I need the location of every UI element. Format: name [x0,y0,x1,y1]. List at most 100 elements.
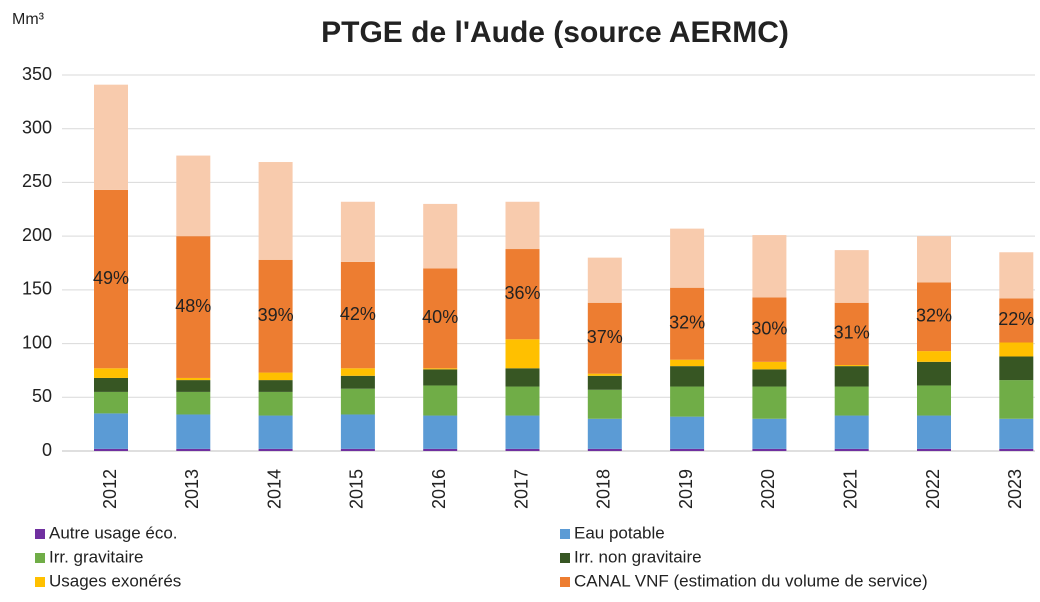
bar-segment [258,391,293,416]
y-tick-label: 200 [22,225,52,245]
percent-label: 32% [669,312,705,332]
percent-label: 37% [587,327,623,347]
legend-label: CANAL VNF (estimation du volume de servi… [574,571,928,590]
bar-segment [587,418,622,449]
bar-segment [340,375,375,389]
x-tick-label: 2018 [594,469,614,509]
bar-segment [752,386,787,419]
bar-segment [423,415,458,449]
bar-segment [670,416,705,449]
bar-segment [423,369,458,386]
bar-segment [999,356,1034,381]
bar-segment [176,414,211,449]
percent-label: 30% [751,318,787,338]
bar-segment [505,448,540,451]
bar-segment [999,252,1034,299]
bar-segment [423,448,458,451]
y-tick-label: 250 [22,171,52,191]
bar-segment [917,351,951,362]
x-tick-label: 2019 [676,469,696,509]
bar-segment [94,391,128,414]
bar-segment [423,385,458,416]
bar-segment [505,339,540,369]
y-tick-label: 300 [22,117,52,137]
bar-segment [670,287,705,360]
percent-label: 39% [258,305,294,325]
bar-segment [752,369,787,387]
x-tick-label: 2022 [923,469,943,509]
bar-segment [999,298,1034,343]
legend-swatch [35,529,45,539]
legend-label: Eau potable [574,523,665,542]
bar-segment [917,385,951,416]
bar-segment [670,228,705,288]
bar-segment [505,201,540,250]
bar-segment [670,366,705,387]
percent-label: 42% [340,304,376,324]
bar-segment [670,359,705,367]
x-tick-label: 2017 [511,469,531,509]
bar-segment [340,261,375,369]
bar-segment [587,373,622,376]
bar-segment [999,418,1034,449]
bar-segment [340,201,375,262]
percent-label: 40% [422,307,458,327]
percent-label: 48% [175,296,211,316]
bar-segment [587,389,622,419]
legend-label: Irr. gravitaire [49,547,143,566]
bar-segment [587,448,622,451]
bar-segment [834,250,869,303]
bar-segment [176,155,211,237]
bar-segment [834,448,869,451]
bar-segment [176,377,211,381]
bar-segment [834,415,869,449]
bar-segment [752,361,787,370]
bar-segment [94,368,128,378]
bar-segment [258,380,293,392]
bar-segment [752,235,787,298]
x-tick-label: 2014 [264,469,284,509]
x-tick-label: 2015 [347,469,367,509]
y-tick-label: 0 [42,440,52,460]
bar-segment [94,189,128,369]
percent-label: 22% [998,309,1034,329]
bar-segment [258,372,293,381]
bar-segment [670,448,705,451]
legend-label: Irr. non gravitaire [574,547,702,566]
bar-segment [340,368,375,376]
y-tick-label: 100 [22,332,52,352]
bar-segment [176,380,211,392]
x-tick-label: 2013 [182,469,202,509]
chart-title: PTGE de l'Aude (source AERMC) [321,16,789,49]
bar-segment [176,391,211,415]
bar-segment [505,249,540,340]
bar-segment [258,448,293,451]
legend-swatch [560,553,570,563]
bar-segment [258,415,293,449]
percent-label: 49% [93,268,129,288]
x-tick-label: 2020 [758,469,778,509]
legend-swatch [560,529,570,539]
bar-segment [176,448,211,451]
x-tick-label: 2012 [100,469,120,509]
x-tick-label: 2016 [429,469,449,509]
bar-segment [670,386,705,417]
bar-segment [94,448,128,451]
legend-swatch [560,577,570,587]
bar-segment [423,268,458,369]
y-axis-label: Mm³ [12,11,45,28]
bar-segment [505,415,540,449]
bar-segment [999,342,1034,357]
bar-segment [834,365,869,367]
bar-segment [340,414,375,449]
bar-segment [340,448,375,451]
percent-label: 32% [916,305,952,325]
legend-swatch [35,577,45,587]
x-tick-label: 2023 [1005,469,1025,509]
bar-segment [423,368,458,370]
y-tick-label: 350 [22,64,52,84]
legend-swatch [35,553,45,563]
bar-segment [834,302,869,366]
bar-segment [587,302,622,374]
